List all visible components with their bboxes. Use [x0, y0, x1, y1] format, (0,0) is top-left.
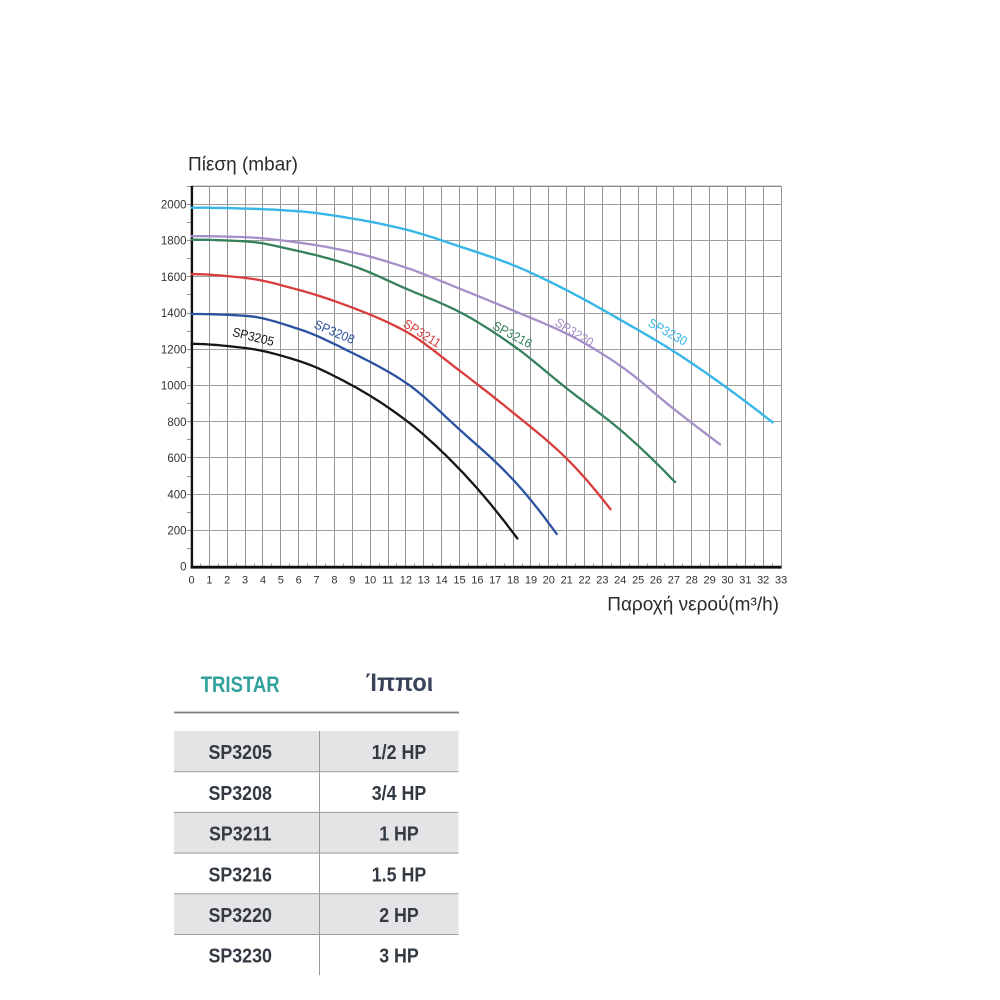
svg-text:33: 33: [775, 575, 787, 587]
svg-text:4: 4: [260, 575, 266, 587]
svg-text:Πίεση (mbar): Πίεση (mbar): [188, 155, 298, 176]
svg-text:2: 2: [224, 575, 230, 587]
svg-text:12: 12: [400, 575, 412, 587]
svg-text:16: 16: [471, 575, 483, 587]
svg-text:1000: 1000: [161, 381, 187, 393]
svg-text:23: 23: [596, 575, 608, 587]
svg-text:30: 30: [721, 575, 733, 587]
svg-text:SP3208: SP3208: [208, 783, 272, 805]
svg-text:200: 200: [167, 526, 186, 538]
svg-text:3: 3: [242, 575, 248, 587]
svg-text:SP3205: SP3205: [208, 742, 272, 764]
svg-text:13: 13: [418, 575, 430, 587]
svg-text:1 HP: 1 HP: [379, 824, 419, 846]
svg-text:19: 19: [525, 575, 537, 587]
svg-text:1800: 1800: [161, 236, 187, 248]
svg-text:400: 400: [167, 489, 186, 501]
svg-text:29: 29: [703, 575, 715, 587]
svg-text:22: 22: [578, 575, 590, 587]
svg-text:18: 18: [507, 575, 519, 587]
svg-text:3/4 HP: 3/4 HP: [372, 783, 427, 805]
svg-text:TRISTAR: TRISTAR: [201, 672, 280, 697]
svg-text:25: 25: [632, 575, 644, 587]
svg-text:26: 26: [650, 575, 662, 587]
svg-text:SP3230: SP3230: [208, 946, 271, 968]
svg-text:1400: 1400: [161, 308, 187, 320]
svg-text:Ίπποι: Ίπποι: [366, 669, 434, 697]
svg-text:31: 31: [739, 575, 751, 587]
svg-text:5: 5: [278, 575, 284, 587]
svg-text:28: 28: [686, 575, 698, 587]
svg-text:21: 21: [561, 575, 573, 587]
svg-text:SP3220: SP3220: [208, 905, 271, 927]
svg-text:Παροχή νερού(m³/h): Παροχή νερού(m³/h): [607, 595, 779, 616]
svg-text:1600: 1600: [161, 272, 187, 284]
svg-text:20: 20: [543, 575, 555, 587]
svg-text:17: 17: [489, 575, 501, 587]
svg-text:1: 1: [206, 575, 212, 587]
svg-text:1.5 HP: 1.5 HP: [372, 864, 427, 886]
svg-text:11: 11: [382, 575, 393, 587]
svg-text:0: 0: [188, 575, 194, 587]
svg-text:SP3211: SP3211: [209, 824, 272, 846]
svg-text:2000: 2000: [161, 200, 187, 212]
svg-text:1/2 HP: 1/2 HP: [372, 742, 427, 764]
svg-text:10: 10: [364, 575, 376, 587]
svg-text:3 HP: 3 HP: [379, 946, 419, 968]
svg-text:2 HP: 2 HP: [379, 905, 419, 927]
svg-text:8: 8: [331, 575, 337, 587]
svg-text:24: 24: [614, 575, 626, 587]
svg-text:SP3216: SP3216: [208, 864, 271, 886]
svg-text:6: 6: [296, 575, 302, 587]
svg-text:800: 800: [167, 417, 186, 429]
svg-text:9: 9: [349, 575, 355, 587]
svg-text:14: 14: [435, 575, 447, 587]
svg-text:0: 0: [180, 562, 186, 574]
svg-text:27: 27: [668, 575, 680, 587]
svg-text:32: 32: [757, 575, 769, 587]
svg-text:600: 600: [167, 453, 186, 465]
svg-text:15: 15: [453, 575, 465, 587]
svg-text:7: 7: [314, 575, 320, 587]
svg-text:1200: 1200: [161, 344, 187, 356]
